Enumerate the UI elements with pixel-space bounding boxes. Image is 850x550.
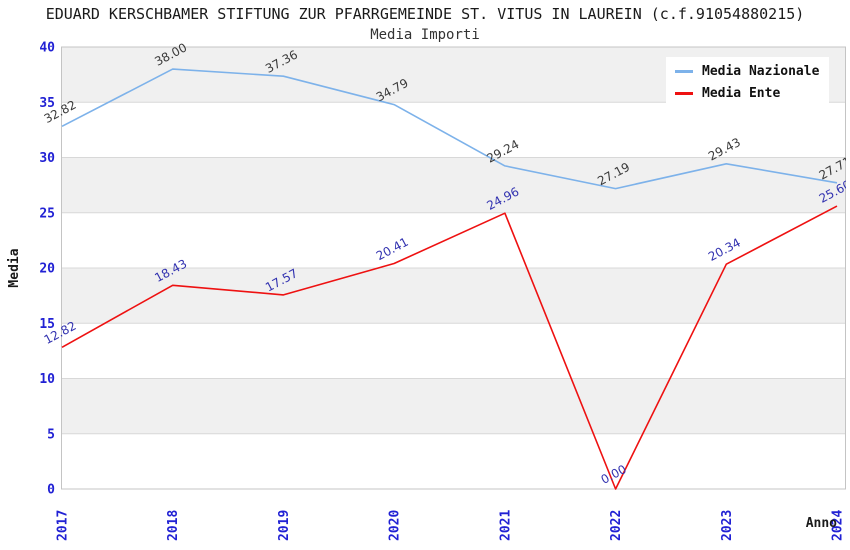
plot-border-rect bbox=[61, 46, 846, 490]
legend-label-nazionale: Media Nazionale bbox=[702, 64, 820, 79]
x-tick-label: 2022 bbox=[609, 510, 624, 541]
plot-band bbox=[61, 323, 846, 379]
plot-bands bbox=[61, 47, 846, 489]
plot-band bbox=[61, 378, 846, 434]
series-line-media-nazionale bbox=[61, 68, 838, 190]
x-axis-ticks: 2017 2018 2019 2020 2021 2022 2023 2024 bbox=[56, 510, 846, 541]
x-tick-label: 2024 bbox=[831, 510, 846, 541]
y-tick-label: 20 bbox=[39, 262, 55, 277]
chart-subtitle: Media Importi bbox=[370, 27, 480, 43]
gridlines bbox=[61, 46, 846, 490]
x-tick-label: 2017 bbox=[56, 510, 71, 541]
legend-item-media-ente: Media Ente bbox=[675, 86, 819, 101]
legend-swatch-ente-line-icon bbox=[675, 92, 693, 95]
y-tick-label: 5 bbox=[47, 427, 55, 442]
y-tick-label: 35 bbox=[39, 96, 55, 111]
y-tick-label: 0 bbox=[47, 483, 55, 498]
x-tick-label: 2018 bbox=[166, 510, 181, 541]
y-axis-title: Media bbox=[7, 248, 22, 287]
x-tick-label: 2019 bbox=[277, 510, 292, 541]
plot-band bbox=[61, 268, 846, 324]
y-tick-label: 30 bbox=[39, 151, 55, 166]
y-tick-label: 40 bbox=[39, 41, 55, 56]
legend-swatch-nazionale-line-icon bbox=[675, 70, 693, 73]
legend-box: Media Nazionale Media Ente bbox=[666, 57, 830, 108]
plot-band bbox=[61, 212, 846, 268]
x-tick-label: 2023 bbox=[720, 510, 735, 541]
legend-item-media-nazionale: Media Nazionale bbox=[675, 64, 819, 79]
y-tick-label: 10 bbox=[39, 372, 55, 387]
y-tick-label: 15 bbox=[39, 317, 55, 332]
plot-border bbox=[61, 46, 846, 490]
x-axis-title: Anno bbox=[806, 516, 837, 531]
legend-label-ente: Media Ente bbox=[702, 86, 781, 101]
plot-band bbox=[61, 157, 846, 213]
plot-band bbox=[61, 433, 846, 489]
plot-band bbox=[61, 102, 846, 158]
chart-title: EDUARD KERSCHBAMER STIFTUNG ZUR PFARRGEM… bbox=[45, 5, 805, 23]
series-line-media-ente bbox=[61, 205, 838, 490]
x-tick-label: 2020 bbox=[388, 510, 403, 541]
y-axis-ticks: 0 5 10 15 20 25 30 35 40 bbox=[39, 41, 55, 498]
series-lines bbox=[61, 68, 838, 490]
x-tick-label: 2021 bbox=[498, 510, 513, 541]
y-tick-label: 25 bbox=[39, 206, 55, 221]
